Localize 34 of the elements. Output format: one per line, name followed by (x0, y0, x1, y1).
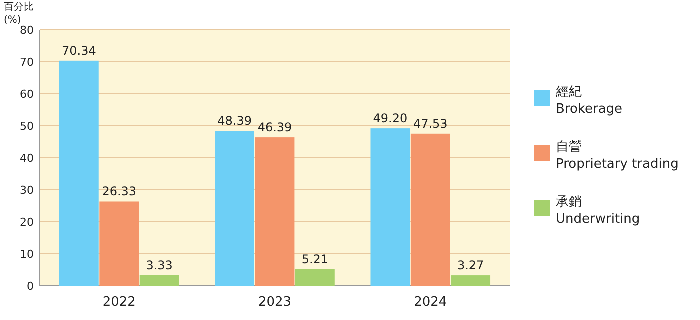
bar (370, 128, 410, 286)
data-label: 47.53 (413, 116, 448, 131)
y-tick-label: 20 (20, 216, 34, 229)
y-tick-label: 0 (27, 280, 34, 293)
legend-label: 自營 Proprietary trading (556, 140, 679, 172)
bar (100, 202, 140, 286)
y-tick-label: 60 (20, 88, 34, 101)
y-tick-label: 30 (20, 184, 34, 197)
bar (140, 275, 180, 286)
bar (451, 276, 491, 286)
y-tick-label: 40 (20, 152, 34, 165)
data-label: 3.27 (457, 258, 484, 273)
y-tick-label: 10 (20, 248, 34, 261)
data-label: 49.20 (373, 112, 408, 126)
bar (410, 134, 450, 286)
x-tick-label: 2022 (102, 295, 136, 310)
bar (59, 60, 99, 286)
y-tick-label: 50 (20, 120, 34, 133)
data-label: 48.39 (218, 114, 252, 128)
data-label: 26.33 (102, 184, 137, 199)
y-tick-label: 80 (20, 24, 34, 37)
data-label: 70.34 (62, 44, 96, 58)
x-tick-label: 2024 (414, 295, 448, 310)
data-label: 5.21 (302, 252, 329, 266)
bar (255, 138, 295, 286)
legend-label: 承銷 Underwriting (556, 195, 640, 227)
y-axis-title: 百分比 (%) (4, 1, 34, 26)
x-tick-label: 2023 (258, 295, 292, 310)
legend-label: 經紀 Brokerage (555, 85, 623, 117)
bar (215, 131, 254, 286)
y-tick-label: 70 (20, 56, 34, 69)
data-label: 3.33 (146, 258, 173, 272)
bar (296, 269, 335, 286)
data-label: 46.39 (258, 120, 292, 135)
